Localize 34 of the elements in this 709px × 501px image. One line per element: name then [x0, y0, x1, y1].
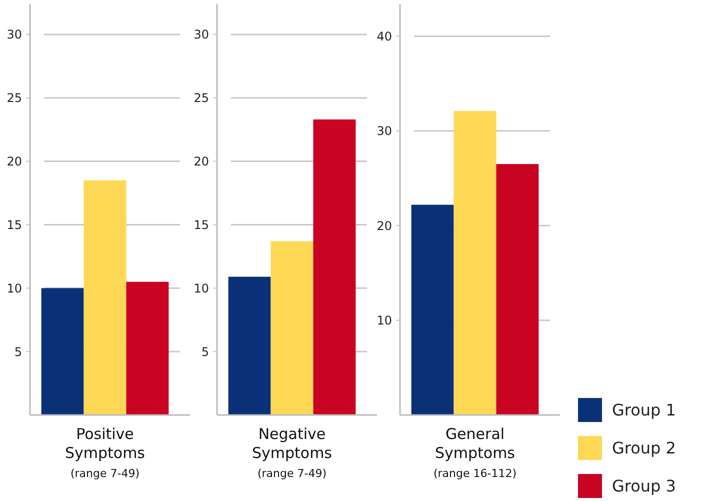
y-tick-label: 10 — [194, 281, 209, 296]
y-tick-label: 25 — [194, 91, 209, 106]
bar — [270, 241, 314, 415]
x-tick-label: General Symptoms — [434, 425, 516, 462]
y-tick-label: 20 — [376, 218, 392, 233]
y-tick-label: 40 — [376, 29, 392, 44]
bar — [41, 288, 84, 415]
legend-label: Group 3 — [612, 476, 676, 496]
legend-label: Group 2 — [612, 438, 676, 458]
y-tick-label: 30 — [6, 28, 22, 42]
y-tick-label: 20 — [6, 154, 22, 168]
bar — [313, 119, 356, 415]
y-tick-label: 20 — [194, 154, 209, 168]
bar — [454, 111, 496, 415]
x-tick-label: Negative Symptoms — [252, 425, 332, 462]
bar — [228, 276, 271, 415]
legend-label: Group 1 — [612, 400, 676, 420]
bar — [496, 164, 539, 415]
x-tick-label: Positive Symptoms — [64, 425, 146, 462]
bar — [84, 180, 126, 415]
y-tick-label: 10 — [6, 281, 22, 296]
y-tick-label: 30 — [376, 124, 392, 138]
x-axis-title: (range 7-49) — [257, 467, 327, 480]
y-tick-label: 15 — [6, 218, 22, 232]
y-tick-label: 5 — [14, 344, 22, 359]
y-tick-label: 10 — [376, 314, 392, 328]
y-tick-label: 25 — [6, 91, 22, 106]
y-tick-label: 30 — [194, 28, 209, 42]
x-axis-title: (range 7-49) — [70, 467, 140, 480]
bar — [411, 204, 454, 415]
bar — [126, 282, 169, 415]
x-axis-title: (range 16-112) — [433, 467, 517, 480]
y-tick-label: 5 — [201, 344, 209, 359]
y-tick-label: 15 — [194, 218, 209, 232]
